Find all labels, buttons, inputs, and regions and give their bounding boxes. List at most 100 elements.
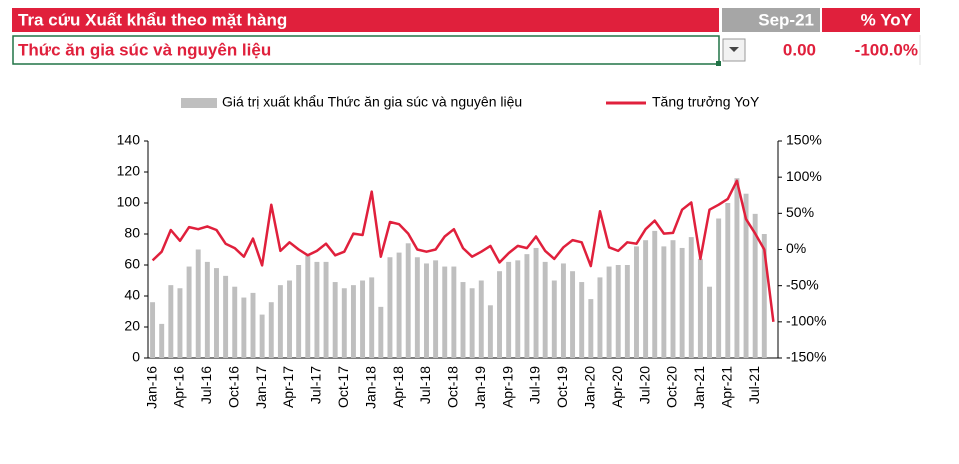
y2-tick-label: 100%: [786, 168, 822, 184]
bar: [433, 260, 439, 358]
y2-tick-label: -50%: [786, 276, 819, 292]
x-tick-label: Oct-20: [664, 366, 680, 408]
x-tick-label: Jul-20: [636, 366, 652, 404]
bar: [597, 277, 603, 358]
y-tick-label: 140: [117, 132, 141, 148]
bar: [551, 280, 557, 358]
x-tick-label: Jul-18: [417, 366, 433, 404]
x-tick-label: Jul-16: [198, 366, 214, 404]
x-tick-label: Jan-20: [582, 366, 598, 409]
bar: [679, 247, 685, 358]
bar: [341, 288, 347, 358]
bar: [661, 246, 667, 358]
x-tick-label: Jan-19: [472, 366, 488, 409]
bar: [168, 285, 174, 358]
x-tick-label: Jul-21: [746, 366, 762, 404]
bar: [624, 265, 630, 358]
bar: [414, 257, 420, 358]
bar: [387, 257, 393, 358]
bar: [323, 261, 329, 358]
x-tick-label: Jan-21: [691, 366, 707, 409]
y2-tick-label: 50%: [786, 204, 814, 220]
bar: [214, 268, 219, 358]
bar: [725, 203, 731, 358]
bar: [670, 240, 676, 358]
bar: [497, 271, 502, 358]
legend-label: Giá trị xuất khẩu Thức ăn gia súc và ngu…: [222, 94, 522, 110]
bar: [478, 280, 484, 358]
y-tick-label: 0: [132, 349, 140, 365]
x-tick-label: Apr-21: [718, 366, 734, 408]
bar: [186, 266, 192, 358]
x-tick-label: Oct-17: [335, 366, 351, 408]
bar: [570, 271, 576, 358]
bar: [451, 266, 457, 358]
x-tick-label: Apr-19: [499, 366, 515, 408]
y-tick-label: 120: [117, 163, 141, 179]
header-yoy: % YoY: [861, 10, 913, 29]
bar: [378, 306, 384, 358]
bar: [487, 305, 493, 358]
bar: [150, 302, 156, 358]
bar: [716, 218, 722, 358]
x-tick-label: Jan-17: [253, 366, 269, 409]
yoy-cell: [822, 8, 920, 32]
y-tick-label: 20: [124, 318, 140, 334]
bar: [332, 282, 338, 358]
bar: [396, 252, 402, 358]
bar: [506, 261, 512, 358]
selection-yoy: -100.0%: [855, 40, 918, 59]
x-tick-label: Jul-17: [308, 366, 324, 404]
bar: [424, 263, 429, 358]
bar: [232, 286, 238, 358]
y-tick-label: 40: [124, 287, 140, 303]
x-tick-label: Apr-16: [171, 366, 187, 408]
bar: [287, 280, 292, 358]
y2-tick-label: 0%: [786, 240, 806, 256]
bar: [515, 260, 521, 358]
bar: [259, 314, 265, 358]
header-bar: [12, 8, 719, 32]
legend-swatch: [181, 98, 217, 108]
bar: [204, 261, 210, 358]
bar: [277, 285, 283, 358]
x-tick-label: Jan-16: [143, 366, 159, 409]
header-period: Sep-21: [758, 10, 814, 29]
bar: [177, 288, 183, 358]
x-tick-label: Jul-19: [527, 366, 543, 404]
bar: [524, 254, 530, 358]
bar: [688, 237, 694, 358]
bar: [752, 213, 758, 358]
bar: [469, 288, 475, 358]
bar: [360, 280, 366, 358]
x-tick-label: Oct-18: [445, 366, 461, 408]
yoy-line: [151, 179, 775, 322]
selection-value: 0.00: [783, 40, 816, 59]
legend-label: Tăng trưởng YoY: [652, 94, 760, 110]
bar: [634, 246, 639, 358]
bar: [305, 255, 311, 358]
bar: [350, 285, 356, 358]
bar: [615, 265, 621, 358]
bar: [707, 286, 712, 358]
bar: [442, 266, 448, 358]
selection-cell[interactable]: [12, 35, 720, 65]
bar: [405, 243, 411, 358]
bar: [159, 323, 165, 358]
x-tick-label: Oct-19: [554, 366, 570, 408]
bar: [643, 240, 649, 358]
y2-tick-label: -100%: [786, 313, 826, 329]
y-tick-label: 100: [117, 194, 141, 210]
bar: [250, 292, 256, 358]
bar: [606, 266, 612, 358]
bar: [268, 302, 274, 358]
y2-tick-label: -150%: [786, 349, 826, 365]
cell-handle: [716, 61, 721, 66]
header-title: Tra cứu Xuất khẩu theo mặt hàng: [18, 10, 287, 29]
bar: [533, 247, 539, 358]
bar: [734, 178, 740, 358]
x-tick-label: Jan-18: [362, 366, 378, 409]
bar: [241, 297, 247, 358]
bar: [761, 234, 767, 358]
